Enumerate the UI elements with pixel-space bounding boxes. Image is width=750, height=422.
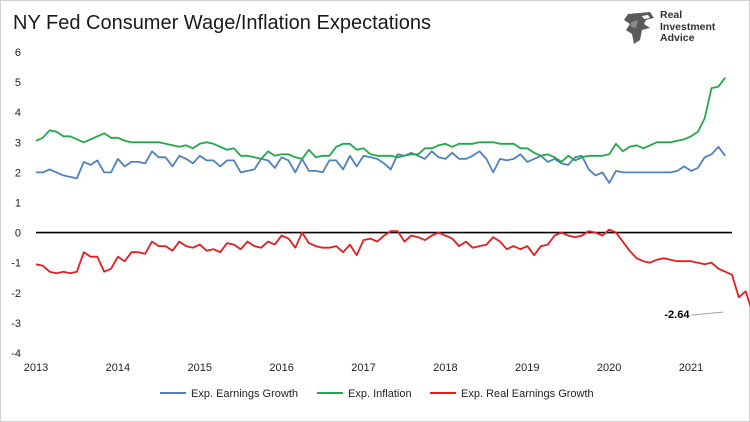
logo-line-1: Real <box>660 9 683 21</box>
y-tick-label: -3 <box>11 318 21 330</box>
x-tick-label: 2015 <box>188 362 212 374</box>
logo-line-3: Advice <box>660 32 695 44</box>
logo-line-2: Investment <box>660 20 716 33</box>
series-line-exp-earnings-growth <box>36 145 726 184</box>
chart-title: NY Fed Consumer Wage/Inflation Expectati… <box>13 12 431 34</box>
x-tick-label: 2017 <box>351 362 375 374</box>
y-tick-label: -4 <box>11 348 21 360</box>
x-tick-label: 2020 <box>597 362 621 374</box>
y-tick-label: -2 <box>11 288 21 300</box>
y-tick-label: 3 <box>15 137 21 149</box>
x-axis: 2013 2014 2015 2016 2017 2018 2019 2020 2021 <box>24 362 704 374</box>
y-tick-label: 6 <box>15 47 21 59</box>
eagle-head-icon <box>624 12 654 44</box>
x-tick-label: 2014 <box>106 362 130 374</box>
x-tick-label: 2018 <box>433 362 457 374</box>
x-tick-label: 2019 <box>515 362 539 374</box>
legend: Exp. Earnings Growth Exp. Inflation Exp. R… <box>160 388 594 400</box>
annotation-label: -2.64 <box>664 309 690 321</box>
annotation-leader <box>691 311 724 316</box>
series-line-exp-real-earnings-growth <box>35 228 750 308</box>
y-axis: 6 5 4 3 2 1 0 -1 -2 -3 -4 <box>11 47 732 360</box>
legend-label: Exp. Earnings Growth <box>191 388 298 400</box>
y-tick-label: 5 <box>15 77 21 89</box>
y-tick-label: 1 <box>15 198 21 210</box>
x-tick-label: 2021 <box>679 362 703 374</box>
y-tick-label: -1 <box>11 258 21 270</box>
logo-text: Real Investment Advice <box>660 9 716 45</box>
y-tick-label: 0 <box>15 228 21 240</box>
series-line-exp-inflation <box>35 77 726 163</box>
annotation-layer: -2.64 <box>664 309 724 321</box>
logo: Real Investment Advice <box>622 9 742 46</box>
x-tick-label: 2013 <box>24 362 48 374</box>
series-layer <box>35 77 750 308</box>
x-tick-label: 2016 <box>269 362 293 374</box>
y-tick-label: 4 <box>15 107 21 119</box>
y-tick-label: 2 <box>15 167 21 179</box>
legend-label: Exp. Inflation <box>348 388 412 400</box>
legend-label: Exp. Real Earnings Growth <box>461 388 594 400</box>
